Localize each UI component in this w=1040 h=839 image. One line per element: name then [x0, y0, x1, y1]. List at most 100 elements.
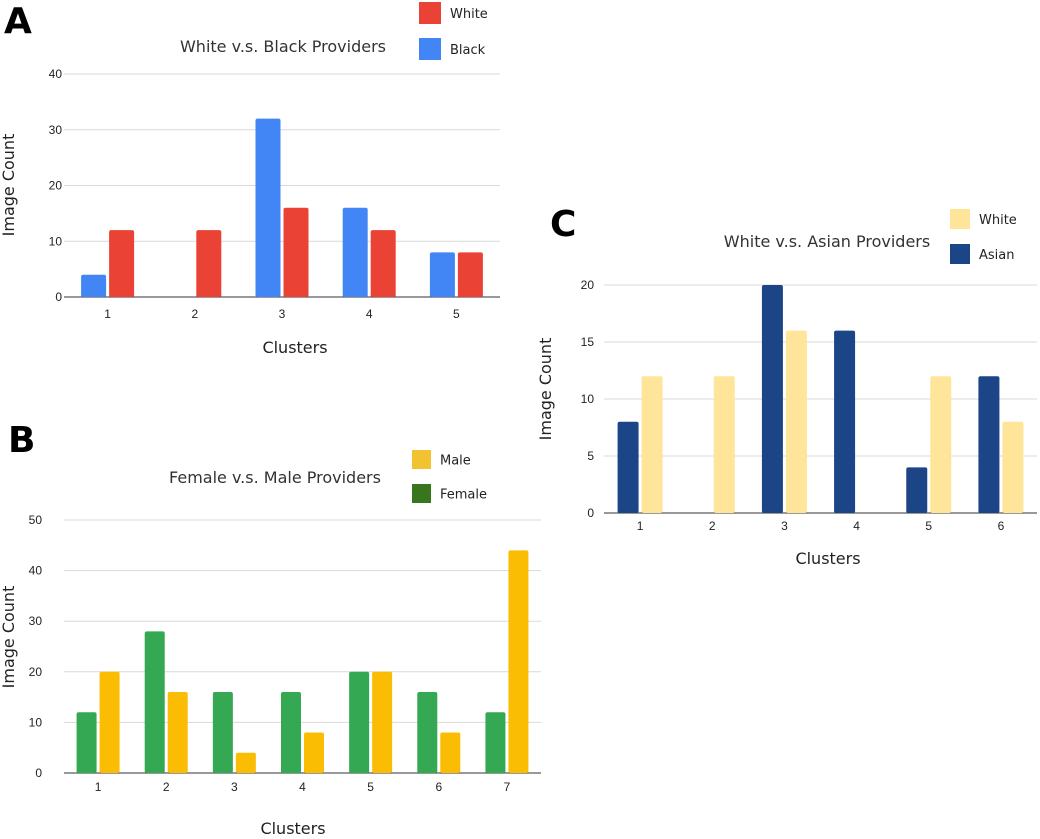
bar-c-white-cluster-3: [785, 330, 807, 513]
panel-a: A White v.s. Black Providers Clusters Im…: [0, 1, 500, 357]
chart-title-b: Female v.s. Male Providers: [169, 468, 381, 487]
y-tick-label-c-15: 15: [581, 335, 595, 349]
legend-c: White Asian: [950, 209, 1017, 264]
bar-c-asian-cluster-6: [978, 376, 1000, 513]
y-tick-label-c-20: 20: [581, 278, 595, 292]
bar-b-male-cluster-1: [99, 671, 120, 773]
y-tick-label-b-0: 0: [35, 766, 42, 780]
y-tick-label-a-20: 20: [49, 179, 63, 193]
x-tick-label-a-2: 2: [191, 307, 198, 321]
bar-c-white-cluster-2: [713, 376, 735, 513]
x-tick-label-a-5: 5: [453, 307, 460, 321]
y-tick-label-c-5: 5: [587, 449, 594, 463]
legend-swatch-b-female: [412, 484, 431, 503]
legend-label-b-female: Female: [440, 488, 487, 503]
y-tick-label-c-10: 10: [581, 392, 595, 406]
grid-b: [64, 519, 541, 774]
legend-a: White Black: [419, 2, 488, 60]
panel-b: B Female v.s. Male Providers Clusters Im…: [0, 420, 541, 838]
bar-a-white-cluster-3: [283, 207, 309, 297]
y-tick-label-a-40: 40: [49, 67, 63, 81]
x-tick-label-c-5: 5: [925, 519, 932, 533]
bar-a-black-cluster-4: [342, 207, 368, 297]
bar-a-black-cluster-1: [81, 274, 107, 297]
bar-b-male-cluster-2: [167, 692, 188, 773]
legend-b: Male Female: [412, 450, 487, 503]
bar-a-white-cluster-2: [196, 230, 222, 297]
x-tick-label-c-4: 4: [853, 519, 860, 533]
bar-c-asian-cluster-1: [617, 421, 639, 513]
x-axis-title-b: Clusters: [260, 819, 325, 838]
x-tick-label-b-4: 4: [299, 780, 306, 794]
bar-b-male-cluster-5: [372, 671, 393, 773]
legend-label-a-black: Black: [450, 43, 486, 58]
ticks-a: 0 10 20 30 40 1 2 3 4 5: [49, 67, 460, 321]
y-tick-label-b-40: 40: [29, 564, 43, 578]
x-tick-label-c-2: 2: [709, 519, 716, 533]
bars-b: [76, 550, 529, 773]
bar-b-male-cluster-4: [304, 732, 324, 773]
y-axis-title-b: Image Count: [0, 586, 18, 689]
x-axis-title-a: Clusters: [262, 338, 327, 357]
panel-letter-c: C: [550, 204, 576, 245]
bars-c: [617, 285, 1024, 513]
panel-letter-a: A: [4, 1, 32, 42]
x-tick-label-b-5: 5: [367, 780, 374, 794]
legend-label-b-male: Male: [440, 454, 471, 469]
bar-a-black-cluster-5: [429, 252, 455, 297]
y-tick-label-b-10: 10: [29, 715, 43, 729]
y-tick-label-a-0: 0: [55, 290, 62, 304]
legend-label-c-white: White: [979, 213, 1017, 228]
y-tick-label-b-50: 50: [29, 513, 43, 527]
x-tick-label-c-1: 1: [637, 519, 644, 533]
bar-c-asian-cluster-3: [761, 285, 783, 513]
bar-b-female-cluster-7: [485, 712, 506, 773]
chart-title-a: White v.s. Black Providers: [180, 37, 386, 56]
x-tick-label-a-1: 1: [104, 307, 111, 321]
y-tick-label-c-0: 0: [587, 506, 594, 520]
bar-c-white-cluster-6: [1002, 421, 1024, 513]
y-tick-label-a-10: 10: [49, 234, 63, 248]
legend-swatch-b-male: [412, 450, 431, 469]
panel-letter-b: B: [8, 420, 35, 461]
bar-b-male-cluster-3: [235, 752, 256, 773]
x-tick-label-c-3: 3: [781, 519, 788, 533]
legend-swatch-a-black: [419, 38, 441, 60]
bar-a-white-cluster-1: [109, 230, 135, 297]
y-axis-title-a: Image Count: [0, 134, 18, 237]
bar-b-female-cluster-3: [212, 692, 233, 773]
legend-label-a-white: White: [450, 7, 488, 22]
ticks-c: 0 5 10 15 20 1 2 3 4 5 6: [581, 278, 1005, 533]
bar-b-male-cluster-7: [508, 550, 529, 773]
grid-c: [604, 284, 1037, 514]
y-tick-label-b-20: 20: [29, 665, 43, 679]
x-axis-title-c: Clusters: [795, 549, 860, 568]
x-tick-label-b-3: 3: [231, 780, 238, 794]
chart-title-c: White v.s. Asian Providers: [724, 232, 930, 251]
bar-b-female-cluster-2: [144, 631, 165, 773]
bar-b-female-cluster-5: [349, 671, 370, 773]
bar-b-female-cluster-6: [417, 692, 438, 773]
panel-c: C White v.s. Asian Providers Clusters Im…: [536, 204, 1037, 568]
bar-c-asian-cluster-4: [834, 330, 856, 513]
y-tick-label-b-30: 30: [29, 614, 43, 628]
bar-c-white-cluster-1: [641, 376, 663, 513]
x-tick-label-b-7: 7: [504, 780, 511, 794]
bar-b-female-cluster-1: [76, 712, 97, 773]
x-tick-label-b-6: 6: [435, 780, 442, 794]
y-axis-title-c: Image Count: [536, 338, 555, 441]
bar-c-white-cluster-5: [930, 376, 952, 513]
bar-a-white-cluster-4: [370, 230, 396, 297]
x-tick-label-a-3: 3: [279, 307, 286, 321]
bar-a-white-cluster-5: [457, 252, 483, 297]
grid-a: [64, 73, 500, 298]
legend-swatch-a-white: [419, 2, 441, 24]
x-tick-label-b-2: 2: [163, 780, 170, 794]
bar-b-female-cluster-4: [281, 692, 301, 773]
y-tick-label-a-30: 30: [49, 123, 63, 137]
x-tick-label-b-1: 1: [95, 780, 102, 794]
x-tick-label-c-6: 6: [998, 519, 1005, 533]
ticks-b: 0 10 20 30 40 50 1 2 3 4 5 6 7: [29, 513, 511, 794]
bar-c-asian-cluster-5: [906, 467, 928, 513]
